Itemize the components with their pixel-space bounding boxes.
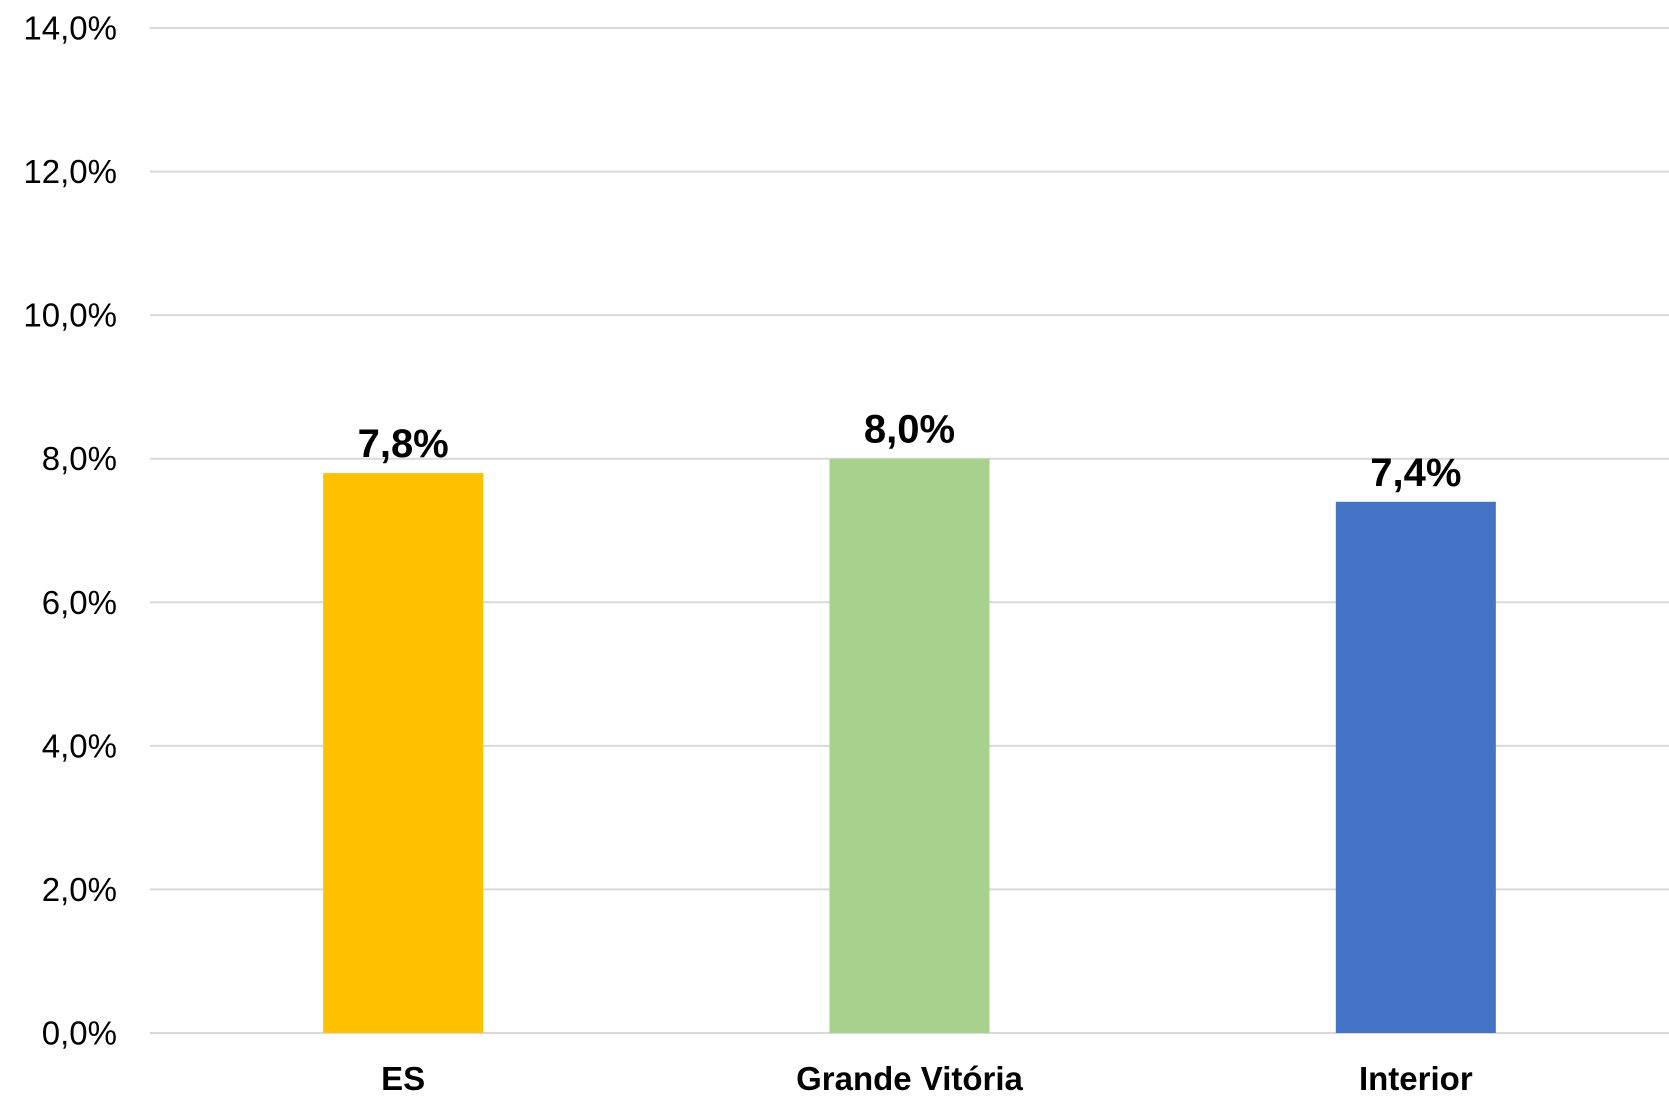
bars [323, 458, 1496, 1034]
category-label: Interior [1359, 1060, 1473, 1097]
category-label: ES [381, 1060, 425, 1097]
y-tick-label: 10,0% [23, 297, 117, 334]
y-tick-label: 4,0% [42, 727, 117, 764]
data-labels: 7,8% 8,0% 7,4% [358, 408, 1462, 495]
data-label: 7,8% [358, 422, 449, 466]
y-tick-label: 8,0% [42, 440, 117, 477]
y-tick-label: 0,0% [42, 1015, 117, 1052]
bar-interior [1335, 501, 1496, 1033]
y-axis-tick-labels: 0,0% 2,0% 4,0% 6,0% 8,0% 10,0% 12,0% 14,0% [23, 10, 117, 1052]
data-label: 7,4% [1370, 451, 1461, 495]
y-tick-label: 6,0% [42, 584, 117, 621]
bar-es [323, 473, 484, 1034]
y-tick-label: 2,0% [42, 871, 117, 908]
y-tick-label: 12,0% [23, 153, 117, 190]
data-label: 8,0% [864, 408, 955, 452]
bar-grande-vit-ria [829, 458, 990, 1033]
x-axis-category-labels: ES Grande Vitória Interior [381, 1060, 1473, 1097]
y-tick-label: 14,0% [23, 10, 117, 47]
category-label: Grande Vitória [796, 1060, 1023, 1097]
